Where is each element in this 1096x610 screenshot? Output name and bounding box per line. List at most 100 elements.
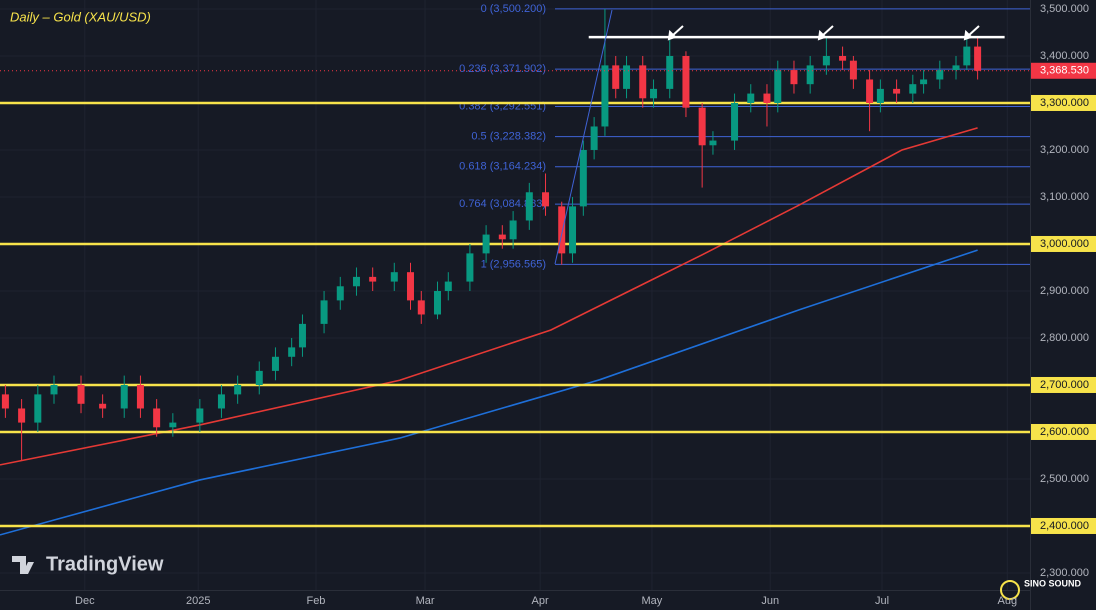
- candle-body: [876, 88, 884, 103]
- candle-body: [99, 403, 107, 409]
- fib-label: 1 (2,956.565): [481, 258, 546, 270]
- watermark: TradingView: [46, 553, 164, 575]
- candle-body: [466, 253, 474, 282]
- arrow-head: [963, 29, 973, 41]
- arrow: [967, 25, 980, 37]
- candle-body: [255, 370, 263, 385]
- arrow: [671, 25, 684, 37]
- candle-body: [822, 55, 830, 66]
- x-tick-label: Jul: [875, 595, 889, 607]
- x-tick-label: 2025: [186, 595, 210, 607]
- fib-label: 0.5 (3,228.382): [471, 131, 546, 143]
- y-tick-label: 3,500.000: [1040, 3, 1089, 15]
- candle-body: [790, 70, 798, 85]
- candle-body: [698, 107, 706, 146]
- y-tick-label: 2,300.000: [1040, 567, 1089, 579]
- candle-body: [920, 79, 928, 85]
- candle-body: [406, 272, 414, 301]
- candle-body: [153, 408, 161, 428]
- sino-logo: SINO SOUND: [1000, 578, 1082, 600]
- x-tick-label: Aug: [998, 595, 1018, 607]
- candle-body: [196, 408, 204, 423]
- candle-body: [1, 394, 9, 409]
- candle-body: [525, 192, 533, 221]
- candle-body: [320, 300, 328, 324]
- candle-body: [936, 70, 944, 80]
- candle-body: [18, 408, 26, 423]
- last-price-badge: [1031, 62, 1096, 79]
- candle-body: [763, 93, 771, 103]
- candle-body: [417, 300, 425, 315]
- level-badge: [1031, 423, 1096, 440]
- x-tick-label: Feb: [306, 595, 325, 607]
- candle-body: [909, 84, 917, 94]
- candle-body: [444, 281, 452, 291]
- fib-trendline: [554, 9, 613, 265]
- y-tick-label: 2,500.000: [1040, 473, 1089, 485]
- candle-body: [136, 384, 144, 409]
- candle-body: [612, 65, 620, 89]
- y-tick-label: 3,100.000: [1040, 191, 1089, 203]
- moving-average: [0, 249, 978, 536]
- candle-body: [120, 384, 128, 409]
- x-tick-label: Jun: [761, 595, 779, 607]
- candle-body: [217, 394, 225, 409]
- y-tick-label: 2,900.000: [1040, 285, 1089, 297]
- watermark-logo: TradingView: [12, 553, 164, 575]
- candle-body: [601, 65, 609, 127]
- fib-label: 0 (3,500.200): [481, 3, 546, 15]
- candle-body: [974, 46, 982, 71]
- candle-body: [50, 384, 58, 395]
- candle-body: [893, 88, 901, 94]
- candle-body: [558, 206, 566, 254]
- candle-body: [590, 126, 598, 150]
- candle-body: [747, 93, 755, 103]
- arrow: [821, 25, 834, 37]
- candle-body: [579, 149, 587, 207]
- candle-body: [849, 60, 857, 80]
- level-badge: [1031, 235, 1096, 252]
- level-badge-label: 2,700.000: [1040, 379, 1089, 391]
- candle-body: [839, 55, 847, 61]
- candle-body: [682, 55, 690, 108]
- candle-body: [390, 272, 398, 282]
- arrows: [667, 25, 980, 41]
- last-price-label: 3,368.530: [1040, 65, 1089, 77]
- x-tick-label: Mar: [416, 595, 435, 607]
- y-tick-label: 3,200.000: [1040, 144, 1089, 156]
- candle-body: [352, 276, 360, 287]
- candle-body: [498, 234, 506, 240]
- arrow-head: [667, 29, 677, 41]
- level-badge-label: 3,000.000: [1040, 238, 1089, 250]
- candle-body: [639, 65, 647, 99]
- candle-body: [369, 276, 377, 282]
- chart-title: Daily – Gold (XAU/USD): [10, 9, 151, 24]
- candle-body: [298, 323, 306, 348]
- moving-average: [0, 127, 978, 466]
- candle-body: [288, 347, 296, 357]
- candle-body: [169, 422, 177, 428]
- logo-mark: [1000, 580, 1020, 600]
- fib-label: 0.764 (3,084.883): [459, 198, 546, 210]
- level-badge: [1031, 94, 1096, 111]
- level-badge-label: 2,400.000: [1040, 520, 1089, 532]
- level-badge-label: 3,300.000: [1040, 97, 1089, 109]
- candle-body: [433, 290, 441, 315]
- level-badge-label: 2,600.000: [1040, 426, 1089, 438]
- candle-body: [34, 394, 42, 423]
- tv-logo: [12, 556, 34, 574]
- candle-body: [806, 65, 814, 85]
- fib-label: 0.618 (3,164.234): [459, 161, 546, 173]
- logo-text: SINO SOUND: [1024, 578, 1082, 588]
- candle-body: [952, 65, 960, 71]
- candle-body: [542, 192, 550, 207]
- candle-body: [774, 70, 782, 103]
- candle-body: [77, 384, 85, 404]
- arrow-head: [817, 29, 827, 41]
- candle-body: [569, 206, 577, 254]
- candle-body: [650, 88, 658, 99]
- x-tick-label: Apr: [532, 595, 549, 607]
- y-tick-label: 2,800.000: [1040, 332, 1089, 344]
